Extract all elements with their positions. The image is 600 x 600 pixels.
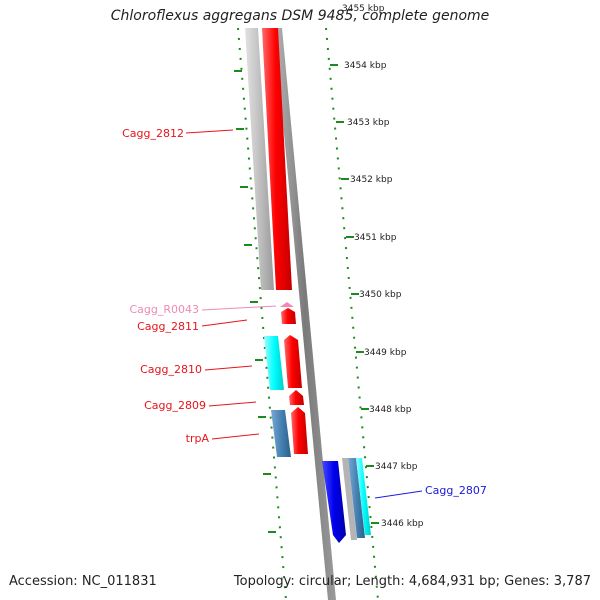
gene-cyan-lower[interactable]: [356, 458, 371, 535]
gene-label-trpa[interactable]: trpA: [186, 432, 210, 445]
gene-label-cagg-2810[interactable]: Cagg_2810: [140, 363, 202, 376]
genome-summary-text: Topology: circular; Length: 4,684,931 bp…: [233, 574, 591, 589]
gene-cagg-2810[interactable]: [284, 335, 302, 388]
gene-grey-lower: [342, 458, 357, 540]
gene-cagg-2812[interactable]: [262, 28, 292, 290]
gene-label-cagg-2812[interactable]: Cagg_2812: [122, 127, 184, 140]
label-lines: [185, 129, 423, 499]
gene-cagg-r0043[interactable]: [280, 302, 294, 307]
gene-cagg-2807[interactable]: [348, 458, 365, 538]
accession-text: Accession: NC_011831: [9, 574, 157, 589]
kbp-label: 3448 kbp: [369, 405, 412, 415]
kbp-label: 3449 kbp: [364, 348, 407, 358]
gene-blue-large[interactable]: [322, 461, 346, 543]
gene-trpa[interactable]: [291, 407, 308, 454]
kbp-label: 3447 kbp: [375, 462, 418, 472]
backbone-strand: [274, 28, 336, 600]
kbp-label: 3454 kbp: [344, 61, 387, 71]
right-tick-marks: [330, 64, 379, 524]
gene-trpa-steelblue[interactable]: [271, 410, 291, 457]
gene-label-cagg-r0043[interactable]: Cagg_R0043: [129, 303, 199, 316]
gene-cagg-2810-cyan[interactable]: [264, 336, 284, 390]
gene-label-cagg-2807[interactable]: Cagg_2807: [425, 484, 487, 497]
gene-cagg-2811[interactable]: [281, 308, 296, 324]
kbp-label: 3452 kbp: [350, 175, 393, 185]
kbp-label: 3455 kbp: [342, 4, 385, 14]
kbp-label: 3446 kbp: [381, 519, 424, 529]
gene-labels: Cagg_2812 Cagg_R0043 Cagg_2811 Cagg_2810…: [122, 127, 487, 497]
kbp-label: 3453 kbp: [347, 118, 390, 128]
left-tick-marks: [234, 70, 276, 533]
kbp-label: 3450 kbp: [359, 290, 402, 300]
gene-cagg-2809[interactable]: [289, 390, 304, 405]
gene-cagg-2809-white: [271, 398, 285, 406]
map-title: Chloroflexus aggregans DSM 9485, complet…: [110, 8, 490, 24]
gene-grey-strand: [245, 28, 274, 290]
gene-label-cagg-2811[interactable]: Cagg_2811: [137, 320, 199, 333]
kbp-labels: 3455 kbp 3454 kbp 3453 kbp 3452 kbp 3451…: [342, 4, 424, 529]
kbp-label: 3451 kbp: [354, 233, 397, 243]
gene-label-cagg-2809[interactable]: Cagg_2809: [144, 399, 206, 412]
